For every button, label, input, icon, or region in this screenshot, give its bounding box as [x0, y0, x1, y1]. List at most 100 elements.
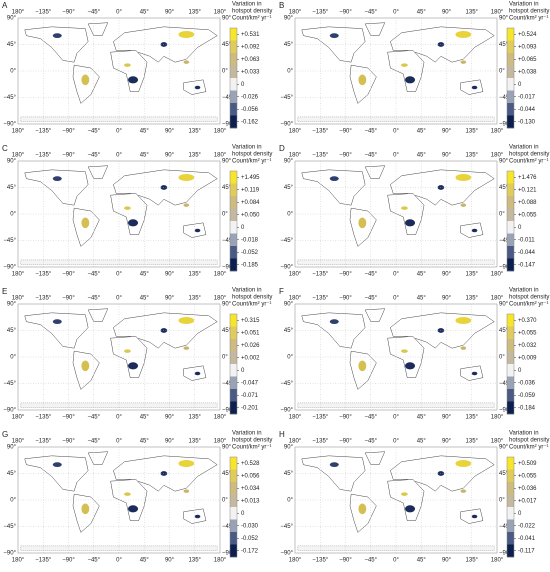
lon-tick-label: 90° — [442, 439, 452, 445]
colorbar-tick-label: -0.036 — [518, 380, 536, 386]
colorbar-tick-label: -0.018 — [241, 237, 259, 243]
lon-tick-label: −135° — [312, 296, 329, 302]
lat-tick-label: 90° — [222, 302, 232, 308]
lon-tick-label: 180° — [289, 129, 302, 135]
lon-tick-label: 90° — [442, 153, 452, 159]
colorbar-segment — [507, 221, 514, 234]
colorbar-tick-label: +0.009 — [518, 355, 537, 361]
lon-tick-label: −135° — [35, 153, 52, 159]
lon-tick-label: 0° — [393, 296, 399, 302]
lat-tick-label: −45° — [499, 95, 512, 101]
lon-tick-label: 0° — [116, 153, 122, 159]
lon-tick-label: −90° — [62, 296, 75, 302]
lon-tick-label: 45° — [417, 129, 427, 135]
lon-tick-label: 135° — [189, 439, 202, 445]
lat-tick-label: 0° — [287, 212, 293, 218]
colorbar-tick-label: -0.130 — [518, 119, 536, 125]
legend-title: hotspot density — [509, 295, 549, 301]
colorbar-tick-label: -0.030 — [241, 523, 259, 529]
lat-tick-label: 90° — [499, 159, 509, 165]
colorbar-tick-label: -0.052 — [241, 536, 259, 542]
colorbar-segment — [230, 65, 237, 79]
colorbar-tick-label: -0.071 — [241, 393, 259, 399]
legend-title: Count/km² yr⁻¹ — [509, 16, 549, 22]
colorbar-segment — [230, 183, 237, 197]
panel-label: C — [2, 144, 8, 153]
colorbar-segment — [230, 532, 237, 545]
lon-tick-label: 135° — [466, 558, 479, 564]
lon-tick-label: −90° — [339, 129, 352, 135]
lon-tick-label: −90° — [339, 296, 352, 302]
lon-tick-label: 0° — [116, 415, 122, 421]
lon-tick-label: 180° — [12, 153, 25, 159]
lat-tick-label: 45° — [499, 42, 509, 48]
legend-title: Variation in — [232, 145, 262, 151]
colorbar-tick-label: -0.147 — [518, 262, 536, 268]
lon-tick-label: 0° — [393, 272, 399, 278]
lon-tick-label: 45° — [140, 272, 150, 278]
colorbar-tick-label: +0.032 — [518, 343, 537, 349]
lat-tick-label: 0° — [287, 355, 293, 361]
lon-tick-label: 135° — [466, 153, 479, 159]
colorbar-segment — [230, 90, 237, 104]
lon-tick-label: −135° — [35, 296, 52, 302]
colorbar-tick-label: +0.119 — [241, 187, 260, 193]
colorbar-segment — [230, 364, 237, 377]
world-map — [297, 165, 495, 265]
lat-tick-label: 45° — [222, 42, 232, 48]
lat-tick-label: 90° — [284, 302, 294, 308]
lon-tick-label: −45° — [364, 129, 377, 135]
panel-label: E — [2, 287, 7, 296]
legend-title: Count/km² yr⁻¹ — [232, 16, 272, 22]
lon-tick-label: −45° — [87, 296, 100, 302]
colorbar-tick-label: +0.370 — [518, 318, 537, 324]
lat-tick-label: −90° — [3, 122, 16, 128]
lon-tick-label: 0° — [116, 296, 122, 302]
colorbar-frame — [229, 170, 238, 272]
colorbar-tick-label: -0.185 — [241, 262, 259, 268]
colorbar-segment — [507, 115, 514, 129]
lon-tick-label: 90° — [442, 10, 452, 16]
lat-tick-label: 45° — [222, 185, 232, 191]
colorbar-segment — [507, 90, 514, 104]
lat-tick-label: −90° — [280, 122, 293, 128]
lon-tick-label: −135° — [312, 558, 329, 564]
legend-title: Variation in — [509, 288, 539, 294]
lon-tick-label: −135° — [312, 153, 329, 159]
lon-tick-label: 180° — [491, 10, 504, 16]
colorbar-segment — [230, 326, 237, 340]
colorbar-tick-label: +0.092 — [241, 44, 260, 50]
colorbar-frame — [506, 27, 515, 129]
lon-tick-label: 135° — [189, 296, 202, 302]
colorbar-segment — [507, 326, 514, 340]
lat-tick-label: −90° — [222, 265, 235, 271]
lon-tick-label: 135° — [189, 272, 202, 278]
lon-tick-label: 180° — [12, 439, 25, 445]
lon-tick-label: 180° — [12, 10, 25, 16]
map-panel: H 180° 180° −135° −135° −90° −90° −45° −45° 0° 0° 4… — [279, 430, 549, 563]
legend-title: Count/km² yr⁻¹ — [232, 445, 272, 451]
colorbar-tick-label: +0.036 — [518, 486, 537, 492]
panel-label: B — [279, 1, 284, 10]
panel-label: D — [279, 144, 285, 153]
lon-tick-label: 135° — [466, 10, 479, 16]
lon-tick-label: 135° — [189, 10, 202, 16]
lat-tick-label: 45° — [499, 328, 509, 334]
lon-tick-label: 45° — [140, 296, 150, 302]
lon-tick-label: 180° — [491, 558, 504, 564]
colorbar-tick-label: -0.022 — [518, 523, 536, 529]
lon-tick-label: 180° — [491, 439, 504, 445]
lon-tick-label: 90° — [442, 415, 452, 421]
colorbar-segment — [230, 208, 237, 222]
lon-tick-label: 0° — [116, 439, 122, 445]
lat-tick-label: −90° — [499, 122, 512, 128]
colorbar-tick-label: -0.201 — [241, 405, 259, 411]
lon-tick-label: 180° — [12, 558, 25, 564]
colorbar-tick-label: -0.026 — [241, 94, 259, 100]
colorbar-segment — [230, 376, 237, 390]
lat-tick-label: 0° — [222, 69, 228, 75]
legend-title: hotspot density — [232, 438, 272, 444]
colorbar-tick-label: -0.047 — [241, 380, 259, 386]
colorbar-tick-label: -0.041 — [518, 536, 536, 542]
